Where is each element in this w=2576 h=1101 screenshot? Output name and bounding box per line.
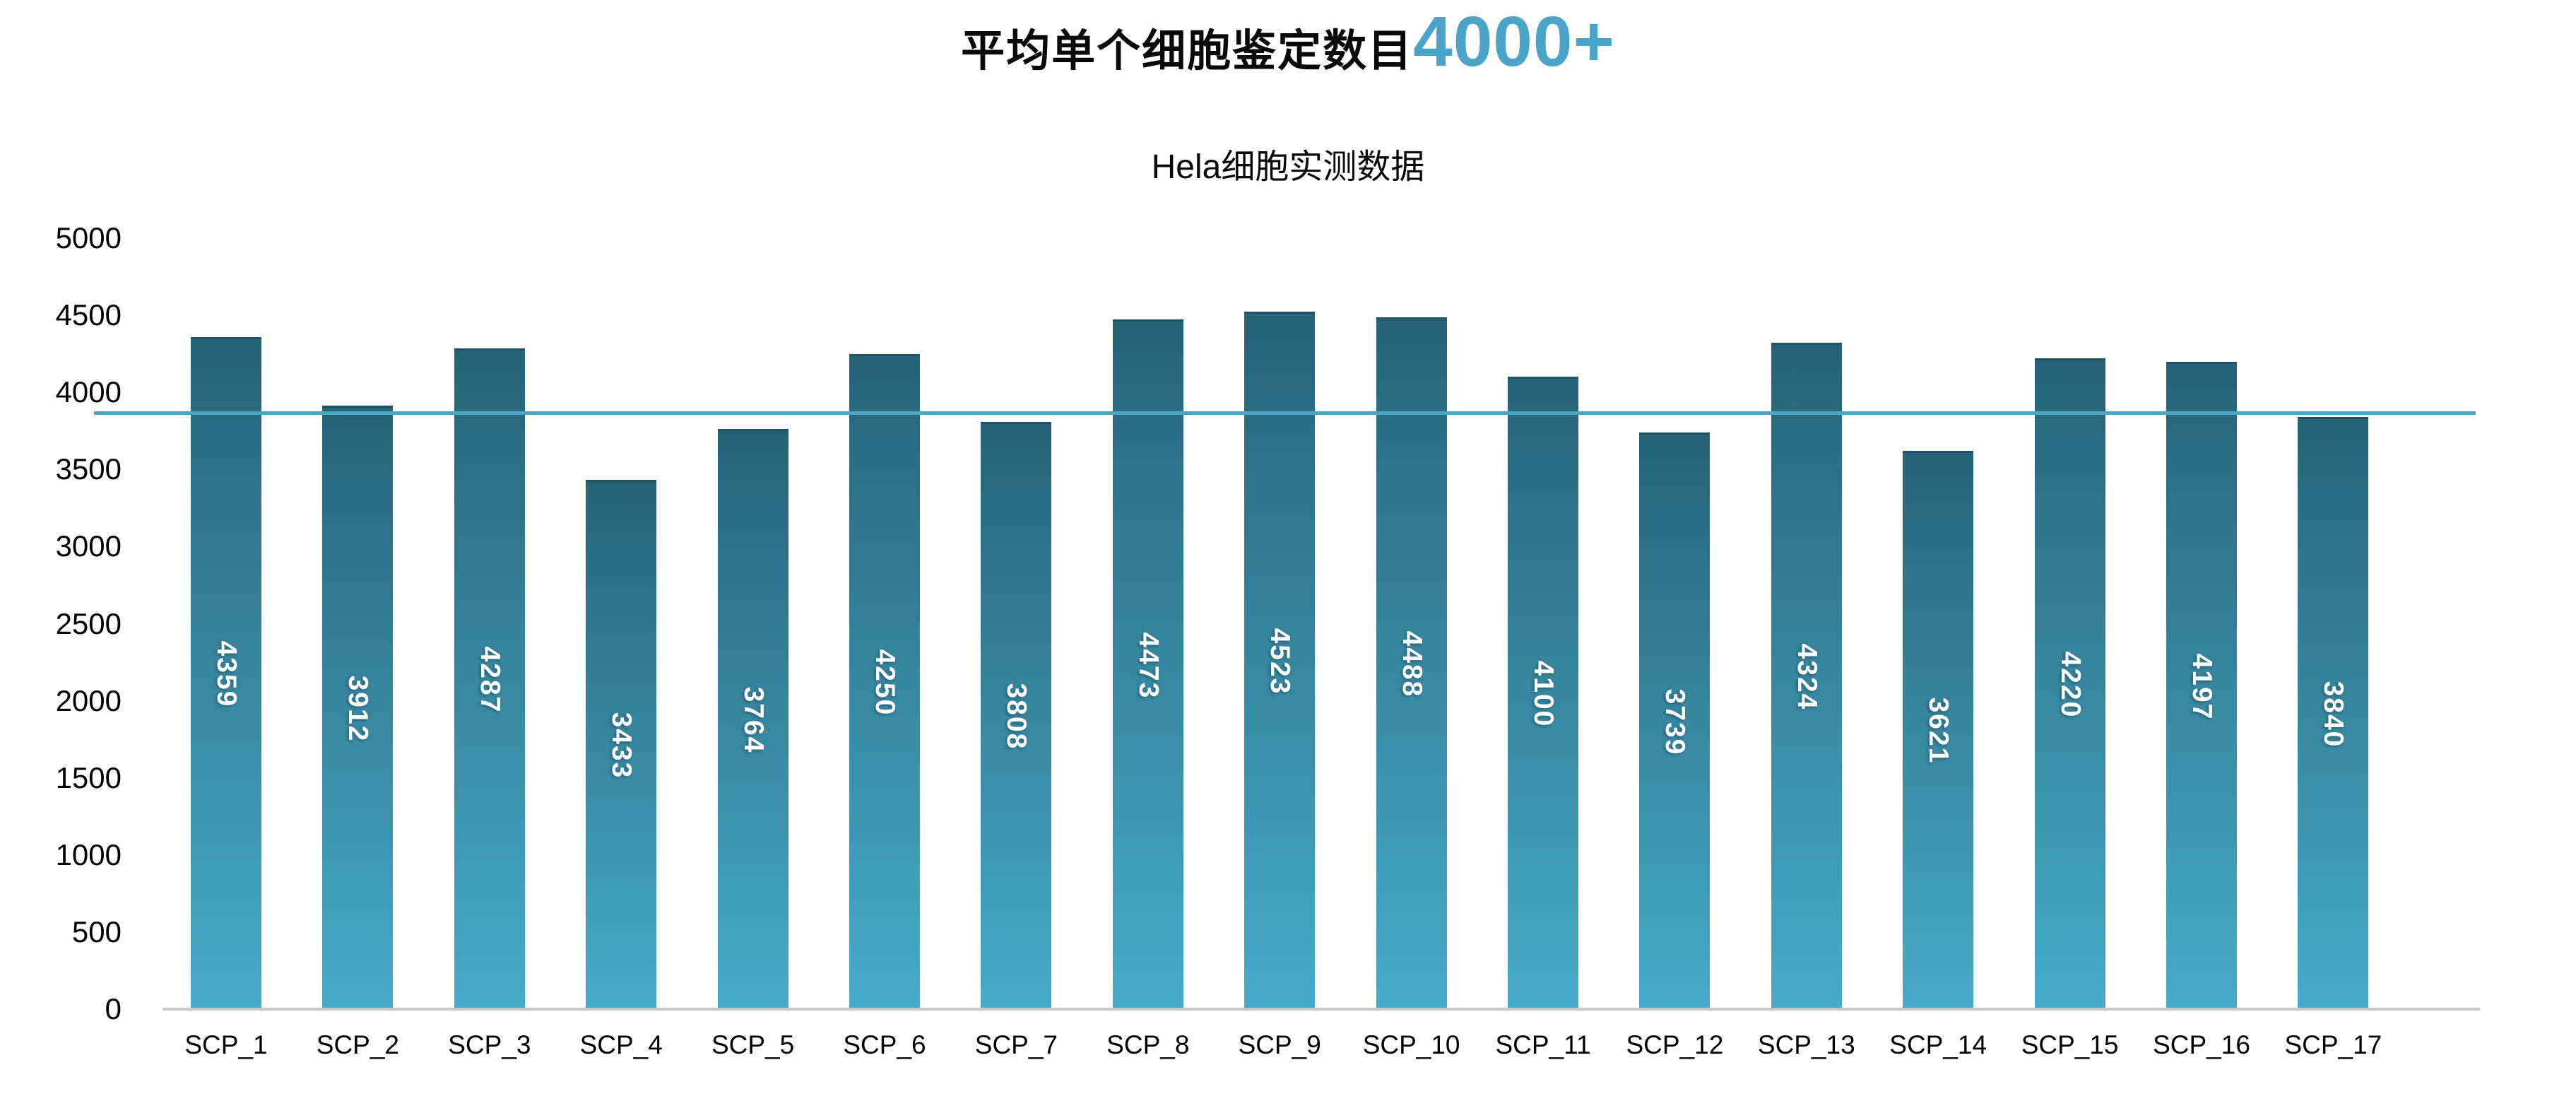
x-tick-label-scp_7: SCP_7 [974, 1030, 1058, 1059]
bar-scp_13: 4324 [1771, 342, 1842, 1009]
bar-scp_10: 4488 [1376, 317, 1447, 1009]
x-tick-label-scp_15: SCP_15 [2021, 1030, 2119, 1059]
y-tick-label: 5000 [55, 221, 122, 254]
bar-scp_2: 3912 [322, 406, 394, 1009]
x-tick-label-scp_11: SCP_11 [1495, 1030, 1591, 1059]
bar-value-label: 4220 [2055, 651, 2086, 719]
y-tick-label: 2500 [55, 606, 122, 640]
chart-title-text: 平均单个细胞鉴定数目 [961, 27, 1414, 76]
bar-scp_12: 3739 [1639, 432, 1711, 1009]
bar-scp_14: 3621 [1903, 450, 1974, 1009]
bar-value-label: 4324 [1791, 643, 1822, 711]
bar-scp_7: 3808 [981, 422, 1052, 1009]
x-tick-label-scp_12: SCP_12 [1626, 1030, 1724, 1059]
bar-scp_4: 3433 [586, 479, 657, 1009]
bar-scp_11: 4100 [1508, 377, 1578, 1009]
bar-value-label: 3433 [606, 712, 637, 779]
bar-value-label: 4488 [1396, 630, 1427, 698]
bar-scp_9: 4523 [1244, 312, 1316, 1009]
bar-value-label: 4250 [870, 649, 900, 717]
x-tick-label-scp_17: SCP_17 [2284, 1030, 2382, 1059]
y-tick-label: 1500 [55, 760, 122, 794]
x-tick-label-scp_8: SCP_8 [1106, 1030, 1190, 1059]
bar-value-label: 4197 [2187, 653, 2217, 720]
bar-value-label: 3764 [738, 686, 769, 754]
bar-value-label: 4287 [474, 646, 505, 714]
bar-scp_6: 4250 [849, 353, 920, 1009]
x-tick-label-scp_4: SCP_4 [579, 1030, 663, 1059]
x-tick-label-scp_14: SCP_14 [1889, 1030, 1987, 1059]
x-tick-label-scp_2: SCP_2 [316, 1030, 399, 1059]
reference-line [94, 411, 2476, 416]
bar-scp_5: 3764 [717, 428, 788, 1009]
x-tick-label-scp_13: SCP_13 [1757, 1030, 1855, 1059]
x-tick-label-scp_1: SCP_1 [184, 1030, 268, 1059]
x-tick-label-scp_16: SCP_16 [2153, 1030, 2250, 1059]
bar-scp_8: 4473 [1112, 319, 1183, 1009]
y-axis: 0 500 1000 1500 2000 2500 3000 3500 4000 4500 5000 [0, 223, 122, 1024]
chart-title: 平均单个细胞鉴定数目4000+ [0, 1, 2576, 83]
plot-area: 4359 3912 4287 3433 3764 4250 3808 4473 4523 4488… [163, 238, 2480, 1009]
bar-value-label: 4100 [1528, 660, 1559, 728]
x-axis-line [163, 1008, 2480, 1011]
bar-scp_3: 4287 [454, 348, 525, 1009]
x-tick-label-scp_9: SCP_9 [1238, 1030, 1321, 1059]
bar-value-label: 3912 [343, 675, 374, 743]
y-tick-label: 500 [71, 914, 122, 948]
y-tick-label: 4000 [55, 375, 122, 409]
bar-value-label: 3739 [1660, 688, 1691, 755]
bar-scp_1: 4359 [191, 336, 261, 1009]
bar-scp_17: 3840 [2298, 417, 2369, 1009]
bar-value-label: 3840 [2318, 681, 2349, 748]
bar-value-label: 4473 [1133, 632, 1164, 699]
bar-value-label: 4523 [1265, 628, 1296, 695]
x-tick-label-scp_5: SCP_5 [711, 1030, 795, 1059]
chart-subtitle: Hela细胞实测数据 [1151, 148, 1425, 186]
y-tick-label: 3000 [55, 529, 122, 563]
bar-value-label: 3621 [1923, 697, 1954, 765]
y-tick-label: 4500 [55, 298, 122, 332]
y-tick-label: 1000 [55, 837, 122, 871]
x-axis-labels: SCP_1 SCP_2 SCP_3 SCP_4 SCP_5 SCP_6 SCP_7 SCP_8… [163, 1030, 2480, 1066]
bar-scp_15: 4220 [2034, 358, 2105, 1009]
y-tick-label: 0 [105, 992, 122, 1025]
y-tick-label: 3500 [55, 452, 122, 486]
bar-scp_16: 4197 [2166, 362, 2237, 1009]
x-tick-label-scp_6: SCP_6 [843, 1030, 926, 1059]
y-tick-label: 2000 [55, 683, 122, 717]
bar-value-label: 4359 [211, 640, 242, 708]
x-tick-label-scp_10: SCP_10 [1362, 1030, 1460, 1059]
bar-value-label: 3808 [1001, 683, 1032, 750]
x-tick-label-scp_3: SCP_3 [448, 1030, 531, 1059]
chart-title-highlight: 4000+ [1413, 2, 1615, 81]
